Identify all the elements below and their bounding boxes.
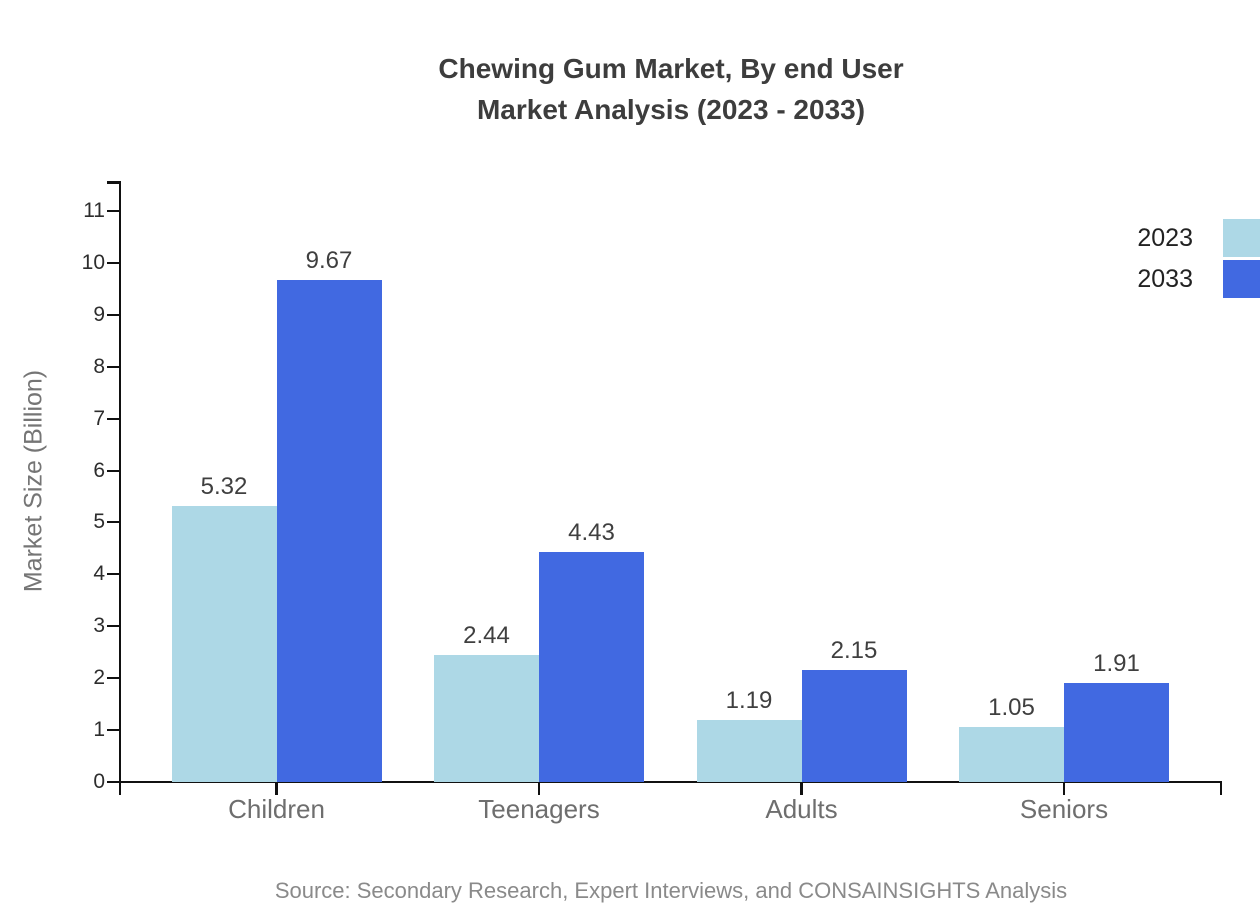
chart-title-line2: Market Analysis (2023 - 2033) <box>476 94 866 125</box>
y-tick <box>107 781 120 783</box>
x-tick <box>800 782 803 795</box>
x-axis-line <box>107 780 1222 784</box>
legend-swatch-2023 <box>1223 219 1260 257</box>
x-tick <box>275 782 278 795</box>
bar-value-label: 1.19 <box>725 687 773 715</box>
y-tick-label: 6 <box>93 458 105 482</box>
y-tick <box>107 417 120 420</box>
y-tick-label: 7 <box>93 406 105 430</box>
y-axis-endcap-tick <box>107 181 120 184</box>
y-axis-line <box>118 181 122 795</box>
y-tick <box>107 261 120 264</box>
bar-2033-adults <box>801 670 907 782</box>
legend-item-2033: 2033 <box>1137 260 1260 298</box>
bar-value-label: 4.43 <box>568 519 615 547</box>
y-tick-label: 2 <box>93 666 105 690</box>
y-tick-label: 5 <box>93 510 105 534</box>
x-tick <box>1062 782 1066 795</box>
y-tick-label: 10 <box>81 250 105 274</box>
y-tick <box>107 469 120 472</box>
bar-2023-adults <box>696 720 802 782</box>
bar-value-label: 1.05 <box>988 694 1035 722</box>
bar-2023-teenagers <box>434 655 539 782</box>
y-tick <box>107 313 120 316</box>
bar-value-label: 2.15 <box>830 637 878 665</box>
y-tick-label: 8 <box>93 354 105 378</box>
bar-2023-children <box>171 505 277 782</box>
y-tick <box>107 677 120 680</box>
category-label-seniors: Seniors <box>1019 794 1109 824</box>
bar-value-label: 5.32 <box>200 472 248 500</box>
y-tick-label: 1 <box>93 718 105 742</box>
category-label-adults: Adults <box>765 794 838 824</box>
bar-2033-seniors <box>1064 682 1169 782</box>
legend-label-2033: 2033 <box>1137 264 1193 293</box>
y-tick <box>107 625 120 628</box>
y-tick-label: 4 <box>93 562 105 586</box>
category-label-children: Children <box>228 794 325 824</box>
bar-value-label: 9.67 <box>305 247 353 275</box>
legend-swatch-2033 <box>1223 260 1260 298</box>
bar-value-label: 2.44 <box>463 622 510 650</box>
y-tick-label: 9 <box>93 302 105 326</box>
bar-value-label: 1.91 <box>1093 649 1140 677</box>
bar-2033-teenagers <box>539 552 644 782</box>
x-axis-endcap-tick <box>1219 782 1222 795</box>
legend-label-2023: 2023 <box>1137 223 1193 252</box>
source-note: Source: Secondary Research, Expert Inter… <box>274 878 1068 903</box>
x-tick <box>537 782 541 795</box>
legend: 2023 2033 <box>1137 219 1260 298</box>
bar-2033-children <box>276 280 382 782</box>
category-label-teenagers: Teenagers <box>478 794 600 824</box>
legend-item-2023: 2023 <box>1137 219 1260 257</box>
y-tick <box>107 573 120 576</box>
y-tick <box>107 365 120 368</box>
y-tick <box>107 729 120 732</box>
y-tick <box>107 210 120 212</box>
y-tick-label: 11 <box>83 199 105 222</box>
y-tick-label: 3 <box>93 614 105 638</box>
chart-title-line1: Chewing Gum Market, By end User <box>438 53 904 84</box>
chart-title: Chewing Gum Market, By end User Market A… <box>120 48 1222 130</box>
bar-2023-seniors <box>959 727 1064 782</box>
y-tick <box>107 521 120 524</box>
y-tick-label: 0 <box>93 770 105 793</box>
